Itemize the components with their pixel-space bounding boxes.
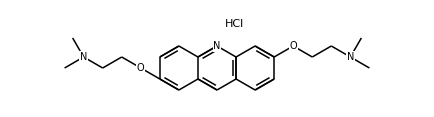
Text: O: O	[289, 41, 297, 51]
Text: N: N	[80, 52, 87, 62]
Text: HCl: HCl	[225, 19, 245, 29]
Text: O: O	[137, 63, 145, 73]
Text: N: N	[214, 41, 220, 51]
Text: N: N	[347, 52, 354, 62]
